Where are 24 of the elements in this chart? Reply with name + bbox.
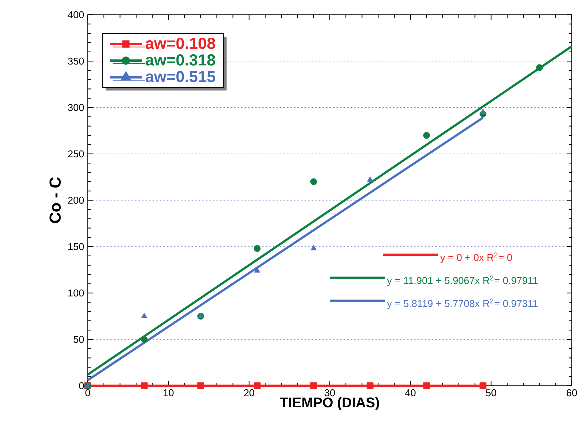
y-tick-label: 300 [68, 104, 84, 112]
y-tick-label: 200 [68, 196, 84, 204]
x-axis-title: TIEMPO (DIAS) [280, 397, 380, 410]
x-tick-label: 20 [244, 390, 254, 397]
y-tick-label: 250 [68, 150, 84, 158]
y-tick-label: 0 [79, 382, 84, 390]
y-tick-label: 400 [68, 11, 84, 19]
annotation: y = 0 + 0x R$^{2}$= 0 [440, 252, 512, 264]
y-tick-label: 50 [74, 336, 84, 344]
annotation: y = 5.8119 + 5.7708x R$^{2}$= 0.97311 [387, 298, 538, 310]
y-tick-label: 150 [68, 243, 84, 250]
y-tick-label: 100 [68, 290, 84, 297]
y-axis-title: Co - C [50, 177, 62, 224]
annotation: y = 11.901 + 5.9067x R$^{2}$= 0.97911 [387, 276, 538, 286]
x-tick-label: 30 [324, 390, 336, 397]
x-tick-label: 50 [486, 390, 496, 397]
x-tick-label: 60 [566, 390, 578, 397]
legend-label: aw=0.515 [146, 71, 216, 82]
y-tick-label: 350 [68, 58, 84, 65]
x-tick-label: 40 [405, 390, 416, 397]
x-tick-label: 0 [86, 390, 90, 397]
legend-label: aw=0.318 [146, 54, 216, 66]
x-tick-label: 10 [164, 390, 174, 397]
legend-label: aw=0.108 [146, 38, 216, 50]
